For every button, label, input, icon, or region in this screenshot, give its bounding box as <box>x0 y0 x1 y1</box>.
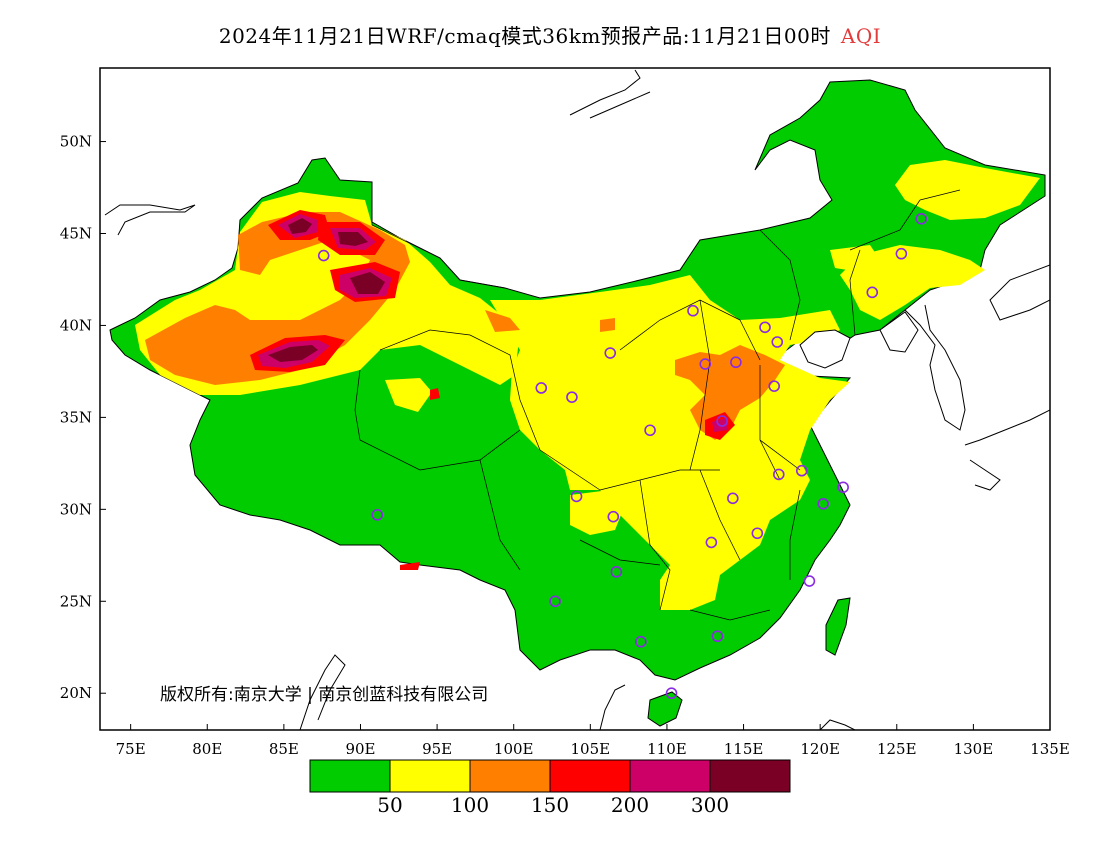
x-tick-label: 80E <box>192 740 222 758</box>
station-marker <box>644 424 656 437</box>
region-taiwan <box>825 597 851 656</box>
legend-color-bar <box>309 759 791 793</box>
station-marker <box>371 509 384 521</box>
y-tick-label: 45N <box>60 225 92 243</box>
y-tick-label: 20N <box>60 684 92 702</box>
station-marker <box>727 492 739 505</box>
x-tick-label: 105E <box>571 740 611 758</box>
x-tick-label: 125E <box>877 740 917 758</box>
legend-label: 300 <box>690 793 730 817</box>
station-marker <box>635 635 647 648</box>
neighbor-coastlines <box>104 69 1050 730</box>
station-marker <box>915 212 928 225</box>
y-tick-label: 30N <box>60 500 92 518</box>
x-tick-label: 110E <box>647 740 687 758</box>
station-marker <box>895 247 908 260</box>
y-tick-label: 25N <box>60 592 92 610</box>
map-title: 2024年11月21日WRF/cmaq模式36km预报产品:11月21日00时 A… <box>0 20 1100 49</box>
station-marker <box>687 304 699 317</box>
station-marker <box>535 382 548 394</box>
legend-label: 50 <box>377 793 403 817</box>
legend-label: 200 <box>610 793 650 817</box>
legend-swatch <box>549 759 631 793</box>
x-tick-label: 100E <box>494 740 534 758</box>
x-tick-label: 95E <box>422 740 452 758</box>
legend-swatch <box>629 759 711 793</box>
y-tick-label: 40N <box>60 316 92 334</box>
x-tick-label: 85E <box>269 740 299 758</box>
copyright-text: 版权所有:南京大学 | 南京创蓝科技有限公司 <box>160 685 489 705</box>
station-marker <box>317 249 330 262</box>
province-boundaries <box>354 182 961 621</box>
station-marker <box>604 347 617 359</box>
legend-swatch <box>389 759 471 793</box>
plot-frame <box>99 67 1051 731</box>
region-hainan <box>647 691 683 727</box>
region-hazardous <box>268 218 385 362</box>
station-marker <box>772 468 785 481</box>
y-tick-label: 35N <box>60 408 92 426</box>
y-axis: 50N 45N 40N 35N 30N 25N 20N <box>60 133 106 702</box>
station-marker <box>837 481 849 494</box>
x-axis: 75E 80E 85E 90E 95E 100E 105E 110E 115E 120E 125E 1… <box>116 724 1070 758</box>
station-marker <box>665 687 678 700</box>
station-markers <box>317 212 928 700</box>
station-marker <box>549 595 561 608</box>
station-marker <box>711 630 724 643</box>
x-tick-label: 135E <box>1030 740 1070 758</box>
station-marker <box>795 464 808 477</box>
station-marker <box>817 498 830 510</box>
bohai-sea <box>799 329 851 369</box>
x-tick-label: 90E <box>345 740 375 758</box>
station-marker <box>751 527 764 540</box>
x-tick-label: 130E <box>954 740 994 758</box>
station-marker <box>716 415 728 427</box>
station-marker <box>803 575 816 587</box>
x-tick-label: 75E <box>116 740 146 758</box>
station-marker <box>771 336 784 348</box>
title-text: 2024年11月21日WRF/cmaq模式36km预报产品:11月21日00时 <box>218 24 831 48</box>
station-marker <box>566 391 578 403</box>
station-marker <box>866 286 879 299</box>
station-marker <box>607 510 620 523</box>
y-tick-label: 50N <box>60 133 92 151</box>
station-marker <box>768 380 780 392</box>
station-marker <box>759 321 771 334</box>
legend-label: 150 <box>530 793 570 817</box>
station-marker <box>705 536 718 549</box>
title-variable: AQI <box>840 24 882 48</box>
legend-swatch <box>709 759 791 793</box>
legend-swatch <box>309 759 391 793</box>
station-marker <box>699 358 712 370</box>
x-tick-label: 115E <box>724 740 764 758</box>
concentration-field <box>104 69 1050 730</box>
station-marker <box>610 566 623 578</box>
x-tick-label: 120E <box>800 740 840 758</box>
legend-swatch <box>469 759 551 793</box>
station-marker <box>570 490 583 503</box>
station-marker <box>730 356 742 369</box>
legend-label: 100 <box>450 793 490 817</box>
korea-bay <box>879 311 919 353</box>
